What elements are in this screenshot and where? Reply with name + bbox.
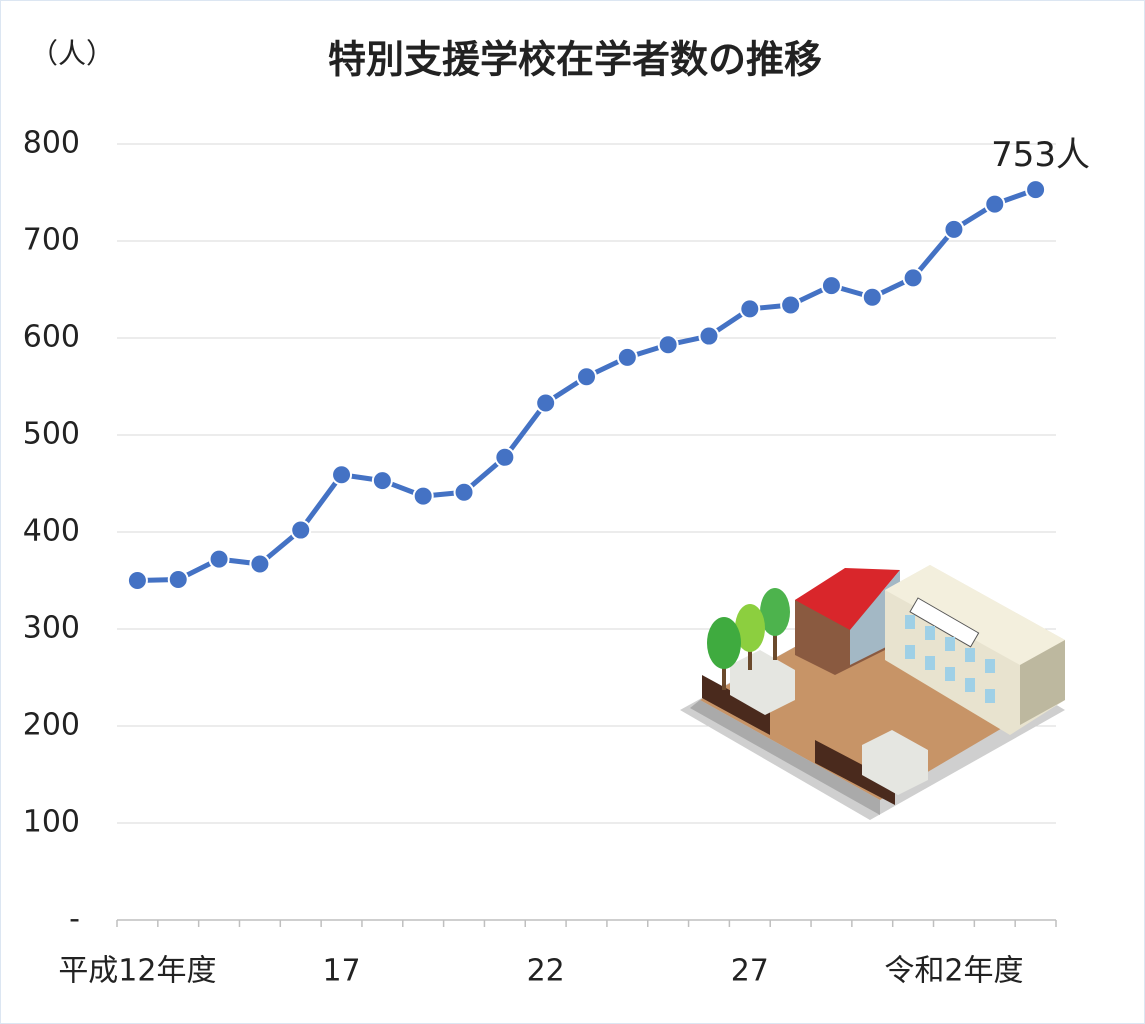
data-point: [495, 448, 514, 467]
data-point: [618, 348, 637, 367]
data-point: [536, 393, 555, 412]
data-point: [944, 220, 963, 239]
data-point: [414, 487, 433, 506]
x-tick-label: 令和2年度: [884, 954, 1023, 989]
data-point: [128, 571, 147, 590]
data-point: [250, 555, 269, 574]
chart-border: [1, 1, 1145, 1024]
y-tick-label: 600: [23, 320, 80, 355]
chart: 特別支援学校在学者数の推移 （人） - 100 200 300 400 500 600 700…: [0, 0, 1145, 1024]
x-tick-label: 27: [731, 954, 769, 989]
y-tick-label: 100: [23, 805, 80, 840]
data-point: [210, 550, 229, 569]
data-point: [659, 335, 678, 354]
y-tick-label: 400: [23, 514, 80, 549]
data-point: [985, 195, 1004, 214]
data-point: [577, 367, 596, 386]
x-tick-label: 17: [322, 954, 360, 989]
y-unit-label: （人）: [30, 37, 114, 70]
data-point: [863, 288, 882, 307]
data-point: [455, 483, 474, 502]
y-tick-label: -: [69, 902, 80, 937]
data-point: [169, 570, 188, 589]
y-tick-label: 700: [23, 223, 80, 258]
data-point: [699, 327, 718, 346]
y-tick-label: 200: [23, 708, 80, 743]
data-point: [781, 296, 800, 315]
data-point: [904, 268, 923, 287]
y-tick-label: 500: [23, 417, 80, 452]
x-tick-label: 22: [527, 954, 565, 989]
data-point: [1026, 180, 1045, 199]
data-point: [291, 521, 310, 540]
data-point: [332, 465, 351, 484]
x-tick-label: 平成12年度: [58, 954, 216, 989]
y-tick-label: 300: [23, 611, 80, 646]
data-point: [373, 471, 392, 490]
y-tick-label: 800: [23, 126, 80, 161]
data-point: [740, 299, 759, 318]
chart-title: 特別支援学校在学者数の推移: [328, 38, 822, 82]
data-label: 753人: [991, 135, 1090, 175]
data-point: [822, 276, 841, 295]
